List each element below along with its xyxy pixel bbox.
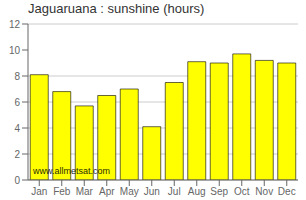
svg-text:Mar: Mar	[76, 186, 94, 197]
svg-text:Oct: Oct	[234, 186, 250, 197]
svg-text:Feb: Feb	[53, 186, 71, 197]
svg-text:Apr: Apr	[99, 186, 115, 197]
svg-text:Aug: Aug	[188, 186, 206, 197]
html-text:www.allmetsat.com: www.allmetsat.com	[33, 166, 110, 176]
svg-text:0: 0	[14, 175, 20, 186]
svg-text:6: 6	[14, 97, 20, 108]
svg-text:May: May	[120, 186, 139, 197]
html-text:Jaguaruana : sunshine (hours): Jaguaruana : sunshine (hours)	[28, 1, 205, 16]
svg-text:Sep: Sep	[210, 186, 228, 197]
svg-text:Jul: Jul	[168, 186, 181, 197]
svg-text:4: 4	[14, 123, 20, 134]
svg-text:10: 10	[9, 45, 21, 56]
svg-text:Nov: Nov	[255, 186, 273, 197]
svg-text:Jan: Jan	[31, 186, 47, 197]
svg-text:12: 12	[9, 19, 21, 30]
svg-text:Jun: Jun	[144, 186, 160, 197]
svg-text:8: 8	[14, 71, 20, 82]
svg-text:2: 2	[14, 149, 20, 160]
svg-text:Dec: Dec	[278, 186, 296, 197]
